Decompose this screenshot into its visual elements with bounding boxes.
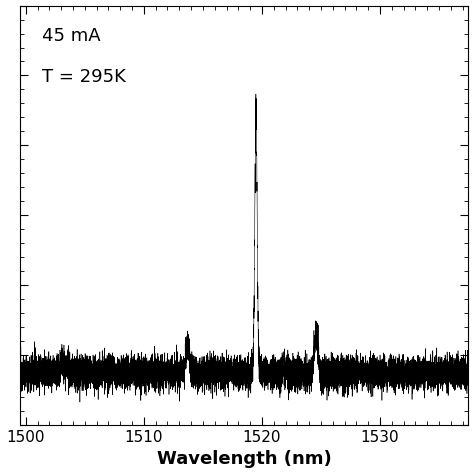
Text: T = 295K: T = 295K bbox=[42, 68, 126, 86]
Text: 45 mA: 45 mA bbox=[42, 27, 101, 45]
X-axis label: Wavelength (nm): Wavelength (nm) bbox=[157, 450, 332, 468]
